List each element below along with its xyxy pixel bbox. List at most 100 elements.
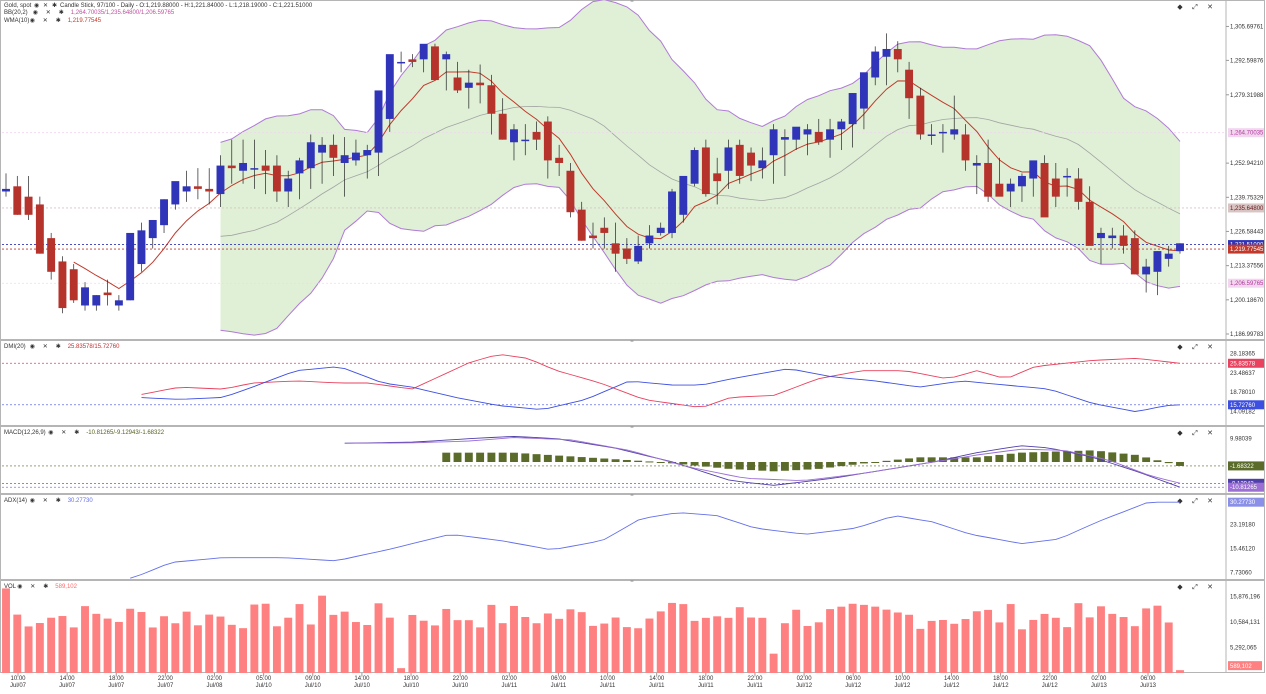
- candle: [13, 175, 22, 215]
- collapse-icon[interactable]: ◆: [1177, 498, 1183, 505]
- candle: [114, 295, 123, 311]
- candle: [566, 162, 575, 218]
- candle-body: [792, 126, 801, 140]
- candle: [306, 134, 315, 189]
- close-icon[interactable]: ✕: [43, 498, 48, 504]
- candle: [487, 74, 496, 135]
- eye-icon[interactable]: ◉: [48, 430, 53, 436]
- candle: [318, 137, 327, 184]
- x-tick-date: Jul/10: [354, 683, 371, 689]
- close-icon[interactable]: ✕: [30, 584, 35, 590]
- candle: [589, 222, 597, 249]
- collapse-icon[interactable]: ◆: [1177, 584, 1183, 591]
- y-tick-label: 1,305.69761: [1230, 24, 1264, 30]
- volume-bar: [295, 604, 304, 673]
- eye-icon[interactable]: ◉: [33, 10, 38, 16]
- x-tick-date: Jul/12: [796, 683, 813, 689]
- indicator-badge: [1228, 461, 1264, 471]
- candle-body: [724, 147, 733, 171]
- candle-body: [747, 152, 755, 166]
- gear-icon[interactable]: ✱: [74, 429, 79, 436]
- candle: [126, 232, 135, 301]
- maximize-icon[interactable]: ⤢: [1192, 4, 1198, 11]
- histogram-bar: [611, 459, 620, 462]
- maximize-icon[interactable]: ⤢: [1192, 344, 1198, 351]
- candle: [1040, 155, 1049, 218]
- candle-body: [250, 168, 259, 170]
- close-icon[interactable]: ✕: [1207, 4, 1213, 11]
- close-icon[interactable]: ✕: [43, 344, 48, 350]
- gear-icon[interactable]: ✱: [52, 2, 57, 9]
- histogram-bar: [972, 457, 981, 462]
- volume-bar: [1029, 619, 1038, 673]
- maximize-icon[interactable]: ⤢: [1192, 430, 1198, 437]
- candle-body: [498, 113, 507, 140]
- x-tick-date: Jul/12: [1042, 683, 1059, 689]
- maximize-icon[interactable]: ⤢: [1192, 584, 1198, 591]
- y-tick-label: 1,292.59876: [1230, 58, 1264, 64]
- eye-icon[interactable]: ◉: [34, 3, 39, 9]
- eye-icon[interactable]: ◉: [30, 498, 35, 504]
- candle: [92, 295, 101, 311]
- eye-icon[interactable]: ◉: [30, 344, 35, 350]
- volume-bar: [363, 624, 372, 673]
- eye-icon[interactable]: ◉: [17, 584, 22, 590]
- volume-bar: [814, 622, 823, 673]
- volume-bar: [442, 608, 451, 673]
- candle: [758, 147, 767, 179]
- adx-line: [130, 501, 1180, 579]
- candle: [848, 93, 857, 148]
- eye-icon[interactable]: ◉: [30, 18, 35, 24]
- candle: [295, 157, 304, 200]
- candle-body: [182, 186, 191, 192]
- histogram-bar: [905, 458, 914, 462]
- candle-body: [205, 188, 214, 192]
- candle: [543, 116, 552, 179]
- candle: [69, 264, 78, 303]
- collapse-icon[interactable]: ◆: [1177, 344, 1183, 351]
- volume-bar: [35, 623, 44, 673]
- close-icon[interactable]: ✕: [43, 18, 48, 24]
- candle: [735, 139, 744, 184]
- gear-icon[interactable]: ✱: [56, 343, 61, 350]
- candle-body: [679, 175, 688, 215]
- histogram-bar: [950, 457, 959, 462]
- gear-icon[interactable]: ✱: [59, 9, 64, 16]
- histogram-bar: [498, 452, 507, 462]
- close-icon[interactable]: ✕: [1207, 584, 1213, 591]
- collapse-icon[interactable]: ◆: [1177, 4, 1183, 11]
- resize-handle-icon: =: [630, 579, 634, 585]
- maximize-icon[interactable]: ⤢: [1192, 498, 1198, 505]
- candle-body: [668, 191, 676, 233]
- candle-body: [916, 95, 925, 135]
- candle: [747, 147, 755, 182]
- indicator-badge-label: -1.68322: [1230, 464, 1254, 470]
- gear-icon[interactable]: ✱: [43, 583, 48, 590]
- candle: [374, 90, 383, 176]
- close-icon[interactable]: ✕: [1207, 430, 1213, 437]
- close-icon[interactable]: ✕: [1207, 498, 1213, 505]
- x-tick-date: Jul/10: [452, 683, 469, 689]
- candle-body: [216, 165, 225, 195]
- volume-bar: [668, 602, 676, 673]
- collapse-icon[interactable]: ◆: [1177, 430, 1183, 437]
- close-icon[interactable]: ✕: [43, 3, 48, 9]
- volume-bar: [453, 620, 462, 673]
- x-tick-date: Jul/11: [649, 683, 665, 689]
- candle: [431, 43, 439, 81]
- histogram-bar: [848, 462, 857, 465]
- x-tick-date: Jul/07: [108, 683, 125, 689]
- candle: [148, 219, 157, 249]
- candle-body: [859, 72, 868, 109]
- volume-bar: [905, 614, 914, 673]
- close-icon[interactable]: ✕: [46, 10, 51, 16]
- close-icon[interactable]: ✕: [1207, 344, 1213, 351]
- close-icon[interactable]: ✕: [61, 430, 66, 436]
- gear-icon[interactable]: ✱: [56, 497, 61, 504]
- volume-bar: [385, 617, 394, 673]
- candle-body: [848, 93, 857, 125]
- gear-icon[interactable]: ✱: [56, 17, 61, 24]
- volume-bar: [611, 617, 620, 673]
